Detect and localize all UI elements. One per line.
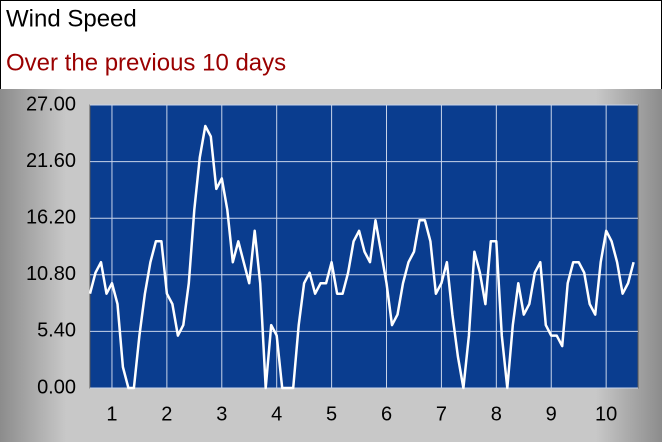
chart-subtitle: Over the previous 10 days <box>6 49 286 76</box>
x-tick-label: 3 <box>216 403 227 425</box>
x-tick-label: 10 <box>595 403 617 425</box>
x-tick-label: 5 <box>326 403 337 425</box>
y-tick-label: 27.00 <box>26 93 76 115</box>
y-tick-label: 10.80 <box>26 263 76 285</box>
x-tick-label: 7 <box>436 403 447 425</box>
y-tick-label: 16.20 <box>26 206 76 228</box>
x-tick-label: 1 <box>106 403 117 425</box>
x-tick-label: 9 <box>546 403 557 425</box>
data-line <box>88 124 635 390</box>
chart-title: Wind Speed <box>6 5 137 32</box>
x-tick-label: 2 <box>161 403 172 425</box>
x-tick-label: 8 <box>491 403 502 425</box>
x-tick-label: 6 <box>381 403 392 425</box>
y-tick-label: 5.40 <box>37 320 76 342</box>
y-tick-label: 0.00 <box>37 376 76 398</box>
y-tick-label: 21.60 <box>26 150 76 172</box>
x-tick-label: 4 <box>271 403 282 425</box>
